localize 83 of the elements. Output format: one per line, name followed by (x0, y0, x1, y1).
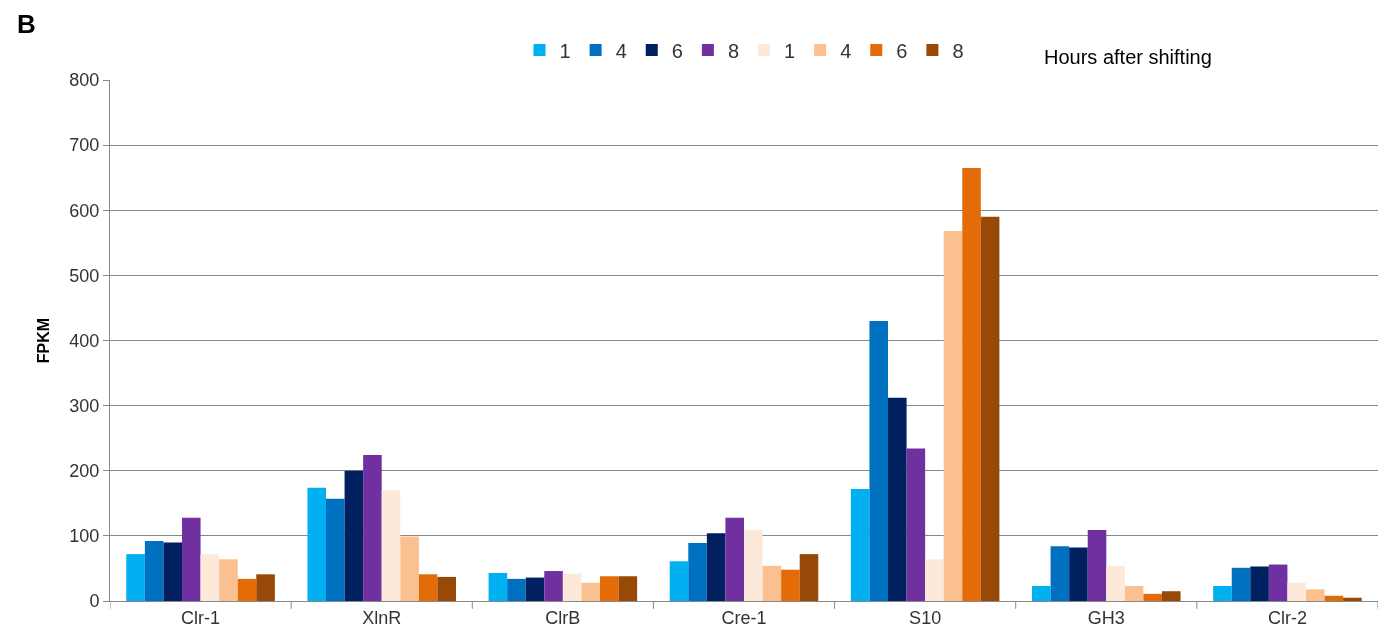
y-tick-label: 500 (69, 265, 100, 286)
bar (799, 554, 819, 601)
bar (525, 577, 545, 601)
bar (256, 574, 275, 601)
bar (1213, 586, 1232, 601)
bar (219, 559, 238, 601)
legend-label: 8 (727, 39, 739, 62)
legend-label: 6 (671, 39, 683, 62)
legend-label: 4 (615, 39, 627, 62)
x-tick-label: Clr-1 (181, 607, 221, 628)
bar (437, 576, 456, 601)
legend-label: 1 (784, 39, 796, 62)
bar (980, 216, 1000, 601)
x-tick-label: Cre-1 (721, 607, 767, 628)
bar (200, 554, 220, 601)
bar (688, 543, 707, 601)
y-tick-label: 700 (69, 135, 100, 156)
x-tick-label: GH3 (1087, 607, 1125, 628)
bar (599, 576, 619, 601)
y-tick-label: 0 (89, 591, 100, 612)
bar (1106, 565, 1125, 601)
bar (237, 578, 257, 601)
bar (962, 167, 981, 601)
y-tick-label: 800 (69, 70, 100, 91)
bar (669, 561, 689, 601)
y-axis-title: FPKM (35, 317, 53, 364)
text: B (17, 9, 36, 39)
legend-label: 8 (952, 39, 964, 62)
bar (943, 231, 963, 601)
bar (725, 517, 744, 601)
bar (1287, 582, 1306, 601)
legend-title: Hours after shifting (1044, 46, 1212, 68)
legend-label: 1 (559, 39, 571, 62)
bar (1087, 530, 1107, 601)
bar (1343, 597, 1362, 601)
bar (400, 536, 419, 601)
y-tick-label: 600 (69, 200, 100, 221)
legend-label: 6 (896, 39, 908, 62)
bar (163, 542, 182, 601)
bar (544, 571, 563, 601)
bar (925, 559, 944, 601)
bar (326, 498, 345, 601)
bar (888, 397, 907, 601)
bar (1324, 595, 1344, 601)
bar (562, 573, 582, 601)
x-tick-label: Clr-2 (1267, 607, 1307, 628)
x-tick-label: S10 (909, 607, 942, 628)
bar (1231, 567, 1251, 601)
bar (488, 573, 508, 601)
legend-label: 4 (840, 39, 852, 62)
bar (906, 448, 926, 601)
x-tick-label: ClrB (545, 607, 581, 628)
bar (144, 541, 164, 601)
bar (1143, 593, 1162, 601)
bar (581, 582, 600, 601)
bar (363, 455, 382, 601)
bar (1268, 564, 1288, 601)
bar (850, 488, 870, 601)
bar (1032, 586, 1051, 601)
x-tick-label: XlnR (362, 607, 402, 628)
bar (381, 490, 401, 601)
bar (618, 576, 638, 601)
bar (182, 517, 201, 601)
bar (744, 530, 763, 601)
bar (781, 569, 800, 601)
bar (126, 554, 145, 601)
bar (1250, 566, 1269, 601)
bar (1050, 546, 1070, 601)
bar (1161, 591, 1181, 601)
y-tick-label: 200 (69, 461, 100, 482)
bar (1306, 589, 1325, 601)
bar (869, 320, 889, 601)
y-tick-label: 300 (69, 395, 100, 416)
y-tick-label: 100 (69, 526, 100, 547)
bar (418, 574, 438, 601)
y-tick-label: 400 (69, 330, 100, 351)
bar (507, 578, 526, 601)
bar (1069, 547, 1088, 601)
bar (344, 470, 364, 601)
bar (762, 565, 782, 601)
bar (706, 533, 726, 601)
bar (1124, 586, 1144, 601)
bar (307, 487, 327, 601)
